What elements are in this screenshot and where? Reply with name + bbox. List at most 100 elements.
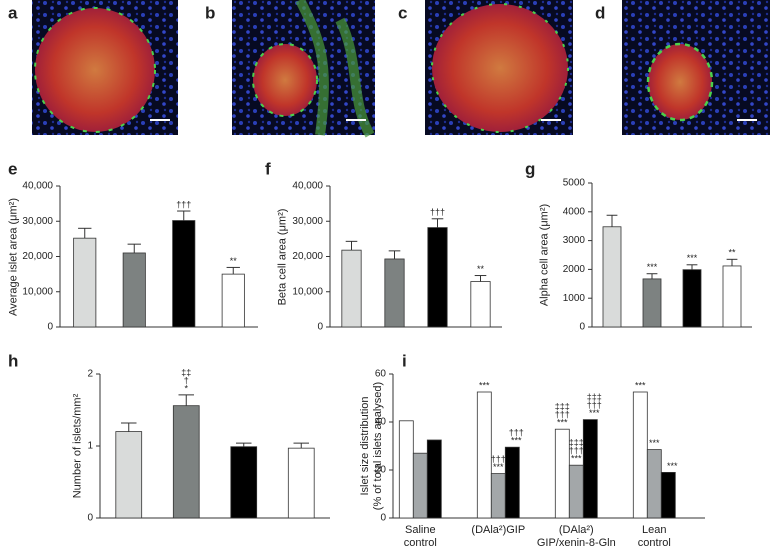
bar [221,273,245,328]
y-tick-label: 20 [375,465,387,476]
significance-mark: * [184,383,188,393]
y-tick-label: 1000 [563,293,586,304]
x-tick-label: (DAla²) GIP/xenin-8-Gln [536,524,616,548]
y-tick-label: 1 [87,441,93,452]
y-tick-label: 0 [47,322,53,333]
bar [568,464,584,519]
y-tick-label: 3000 [563,235,586,246]
y-tick-label: 0 [380,513,386,524]
significance-mark: † [184,375,189,385]
bar [504,446,520,519]
bar [646,449,662,519]
significance-mark: *** [511,436,522,446]
bar [172,220,196,328]
significance-mark: *** [589,408,600,418]
panel-label: h [8,351,18,370]
bar [632,391,648,519]
bar [122,252,146,328]
y-axis-label: Alpha cell area (μm²) [538,203,551,307]
panel-label: g [525,159,535,178]
significance-mark: *** [557,418,568,428]
bar [412,452,428,519]
bar [642,278,662,328]
bar [602,226,622,328]
significance-mark: *** [479,380,490,390]
panel-label: e [8,159,17,178]
bar [660,471,676,519]
panel-label: a [8,3,18,22]
y-tick-label: 40,000 [292,181,323,192]
y-axis-label: Islet size distribution (% of total isle… [359,381,384,511]
y-tick-label: 20,000 [22,251,53,262]
bar [476,391,492,519]
micrograph-a [32,0,178,135]
y-tick-label: 0 [87,513,93,524]
x-tick-label: Lean control [637,524,671,548]
bar [230,446,258,519]
bar [115,431,143,519]
panel-label: f [265,159,271,178]
micrograph-b [232,0,375,138]
significance-mark: *** [667,461,678,471]
significance-mark: *** [493,462,504,472]
x-tick-label: (DAla²)GIP [471,524,526,536]
bar [722,265,742,328]
y-axis-label: Average islet area (μm²) [7,197,20,316]
significance-mark: ** [728,248,736,258]
significance-mark: ††† [176,199,191,209]
bar [341,249,362,328]
bar [287,447,315,519]
bar [490,473,506,519]
y-tick-label: 2000 [563,264,586,275]
significance-mark: ††† [569,446,584,456]
significance-mark: *** [649,438,660,448]
y-axis-label: Number of islets/mm² [71,393,84,499]
y-tick-label: 30,000 [22,216,53,227]
y-tick-label: 2 [87,369,93,380]
bar [582,419,598,519]
y-tick-label: 10,000 [292,286,323,297]
bar [384,258,405,328]
significance-mark: ††† [430,207,445,217]
bar [470,281,491,328]
micrograph-c [425,0,573,135]
significance-mark: *** [687,253,698,263]
significance-mark: *** [647,262,658,272]
bar [554,428,570,519]
x-tick-label: Saline control [403,524,437,548]
panel-label: d [595,3,605,22]
significance-mark: ††† [555,410,570,420]
y-tick-label: 40,000 [22,181,53,192]
y-tick-label: 0 [579,322,585,333]
significance-mark: ††† [491,454,506,464]
bar [73,237,97,328]
significance-mark: ††† [587,400,602,410]
micrograph-d [622,0,770,135]
y-tick-label: 5000 [563,178,586,189]
y-tick-label: 4000 [563,206,586,217]
significance-mark: *** [571,454,582,464]
significance-mark: ††† [509,428,524,438]
y-tick-label: 20,000 [292,251,323,262]
significance-mark: ‡‡‡ [555,402,570,412]
y-tick-label: 0 [317,322,323,333]
significance-mark: ** [230,256,238,266]
y-axis-label: Beta cell area (μm²) [276,208,289,305]
y-tick-label: 60 [375,369,387,380]
bar [682,269,702,328]
bar [427,227,448,328]
y-tick-label: 10,000 [22,286,53,297]
panel-label: c [398,3,407,22]
bar [398,420,414,519]
y-tick-label: 40 [375,417,387,428]
significance-mark: *** [635,380,646,390]
panel-label: b [205,3,215,22]
significance-mark: ‡‡‡ [569,438,584,448]
significance-mark: ‡‡ [181,367,191,377]
significance-mark: ‡‡‡ [587,392,602,402]
bar [172,405,200,519]
y-tick-label: 30,000 [292,216,323,227]
bar [426,439,442,519]
